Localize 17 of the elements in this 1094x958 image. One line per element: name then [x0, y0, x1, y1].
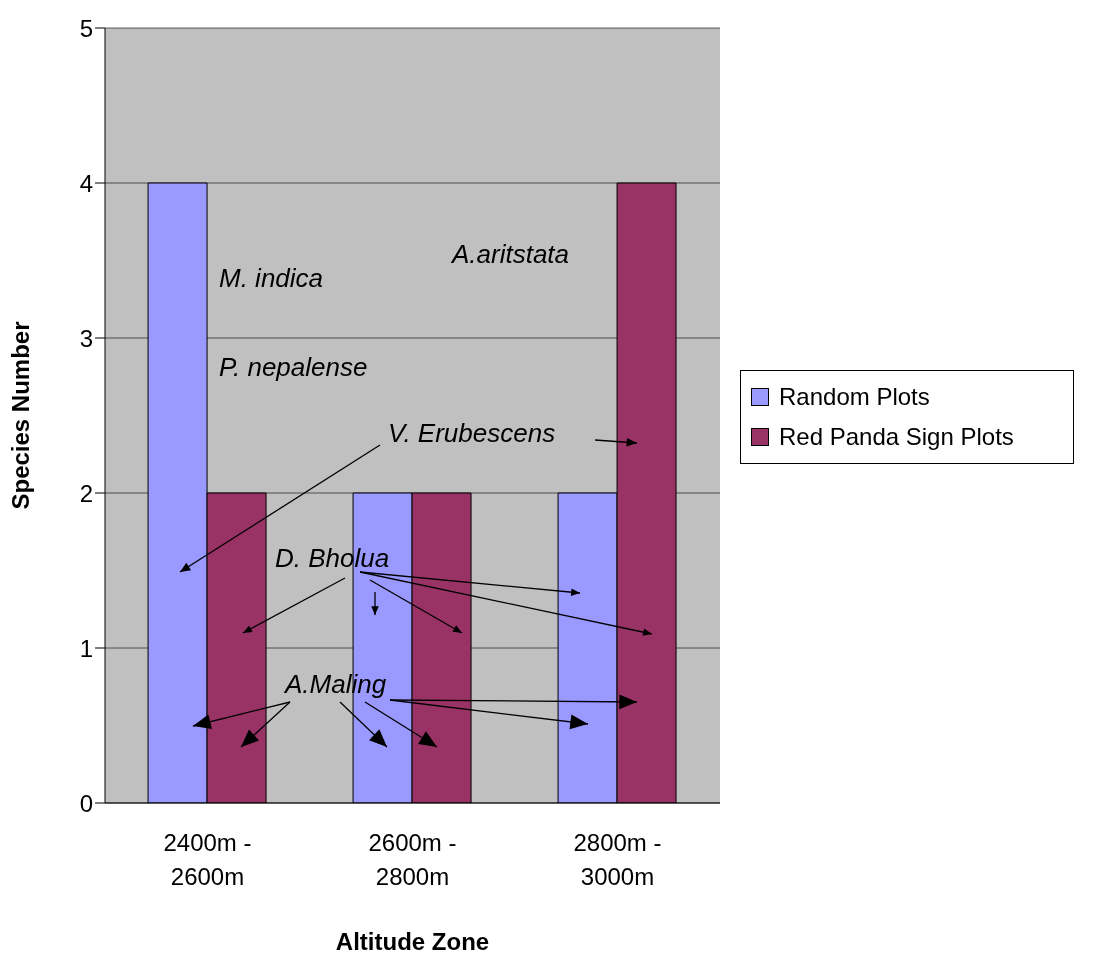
y-tick-label: 4	[79, 169, 93, 197]
y-tick-label: 3	[79, 324, 93, 352]
y-tick-label: 5	[79, 14, 93, 42]
legend-label: Red Panda Sign Plots	[779, 423, 1014, 451]
annotation: M. indica	[219, 263, 324, 293]
x-tick-label: 2400m - 2600m	[163, 829, 252, 890]
y-tick-label: 2	[79, 479, 93, 507]
annotation: V. Erubescens	[388, 418, 556, 448]
y-axis-title: Species Number	[6, 321, 34, 510]
y-tick-label: 0	[79, 789, 93, 817]
annotation: A.aritstata	[450, 239, 570, 269]
annotation: P. nepalense	[219, 352, 368, 382]
x-tick-label: 2800m - 3000m	[573, 829, 662, 890]
x-axis-title: Altitude Zone	[335, 928, 490, 955]
x-tick-label: 2600m - 2800m	[368, 829, 457, 890]
legend-label: Random Plots	[779, 383, 930, 411]
y-tick-label: 1	[79, 634, 93, 662]
